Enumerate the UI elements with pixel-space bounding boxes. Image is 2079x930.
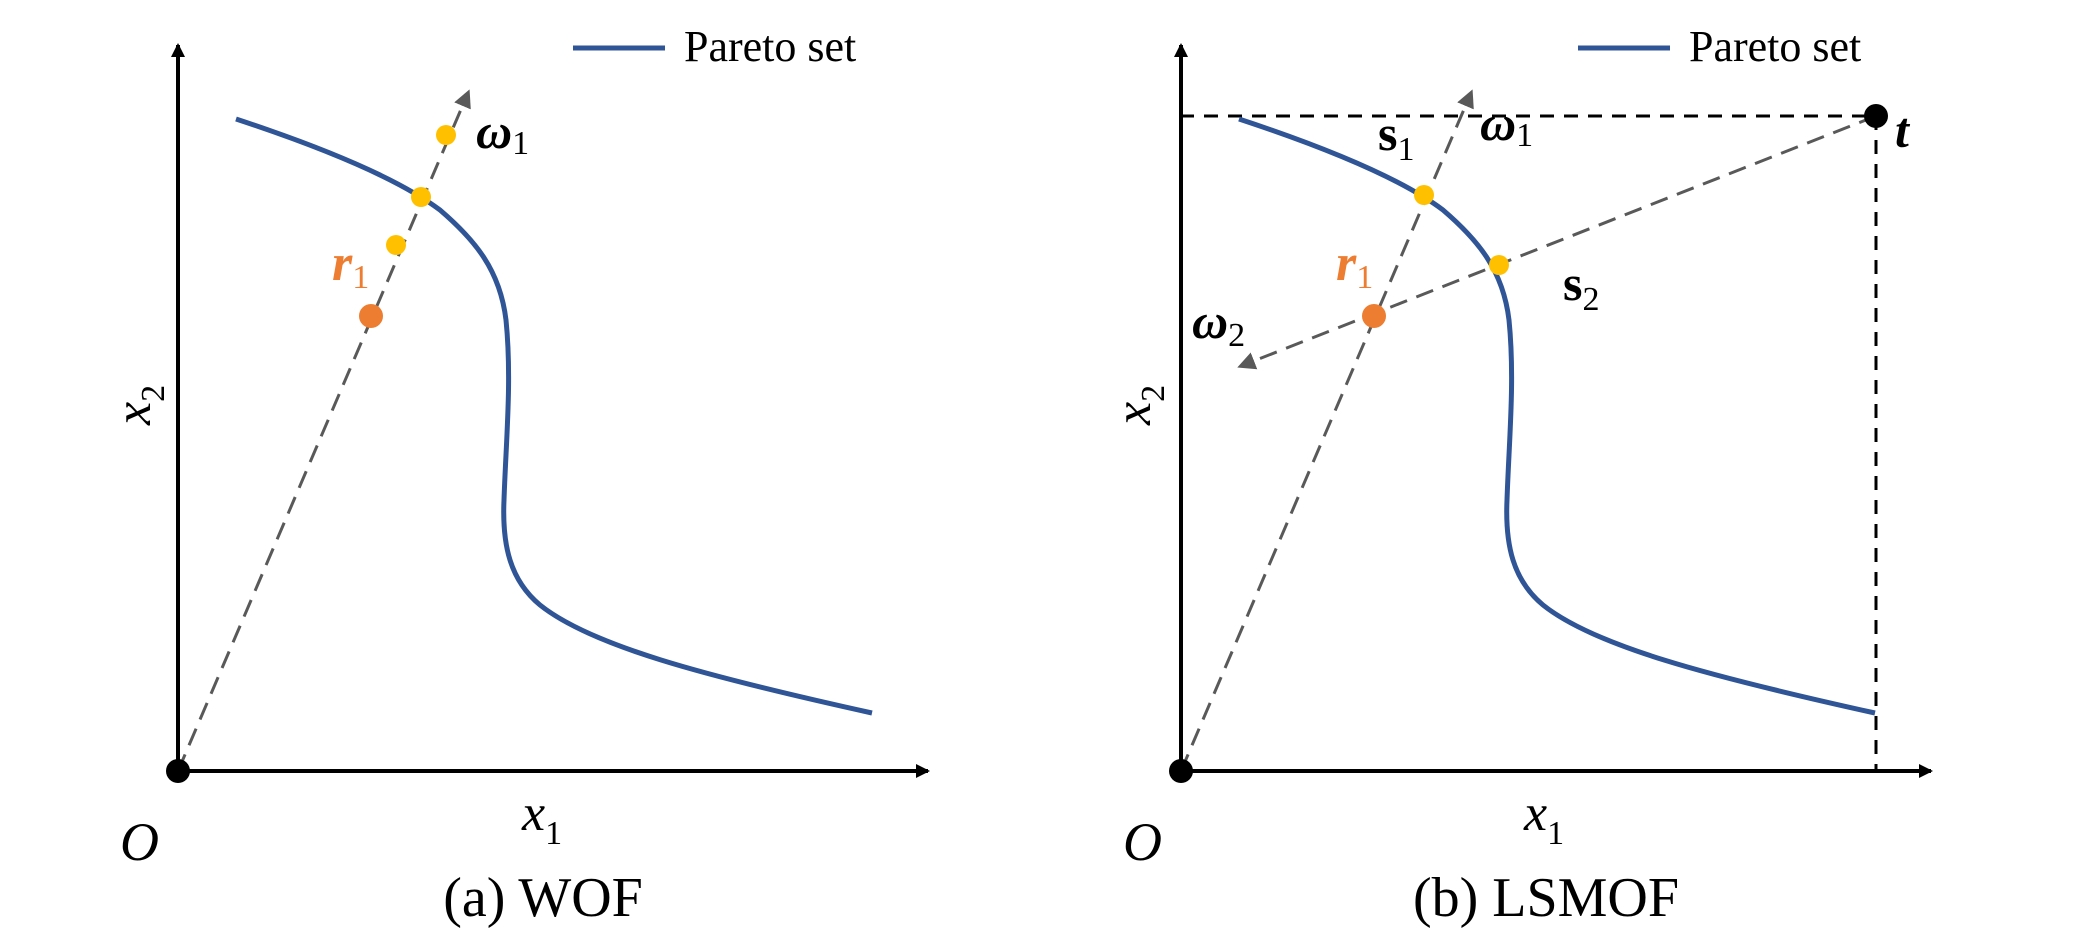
ray-omega1-a	[176, 89, 471, 772]
origin-label-b: O	[1123, 812, 1162, 872]
legend-a-label: Pareto set	[684, 22, 856, 71]
origin-label-a: O	[120, 812, 159, 872]
origin-point-a	[166, 759, 190, 783]
legend-a: Pareto set	[573, 22, 856, 71]
omega1-label-a: ω1	[476, 103, 529, 162]
r1-point-b	[1362, 304, 1386, 328]
panel-a: Pareto set ω1 r1 x1 x2 O (a) WOF	[105, 22, 930, 929]
s2-label-b: s2	[1563, 255, 1599, 318]
intersection-point-a	[411, 187, 431, 207]
legend-b-label: Pareto set	[1689, 22, 1861, 71]
origin-point-b	[1169, 759, 1193, 783]
t-point-b	[1864, 104, 1888, 128]
r1-label-a: r1	[332, 235, 369, 296]
s2-point-b	[1489, 255, 1509, 275]
panel-b: Pareto set s1 ω1 t s2 r1 ω2 x1 x2 O (b) …	[1105, 22, 1933, 929]
ray-omega1-b	[1179, 89, 1474, 772]
omega2-label-b: ω2	[1192, 293, 1245, 354]
omega1-point-a	[436, 125, 456, 145]
s1-label-b: s1	[1378, 105, 1414, 168]
caption-a: (a) WOF	[443, 867, 643, 929]
r1-label-b: r1	[1336, 235, 1373, 296]
r1-point-a	[359, 304, 383, 328]
omega1-label-b: ω1	[1480, 95, 1533, 154]
y-axis-label-b: x2	[1105, 385, 1172, 426]
s1-point-b	[1414, 185, 1434, 205]
yellow-point-a	[386, 235, 406, 255]
t-label-b: t	[1895, 102, 1911, 158]
ray-omega2-b	[1237, 114, 1877, 370]
x1-label-a: x1	[521, 785, 562, 852]
legend-b: Pareto set	[1578, 22, 1861, 71]
y-axis-label-a: x2	[105, 385, 172, 426]
caption-b: (b) LSMOF	[1413, 867, 1679, 929]
pareto-set-curve-b	[1238, 116, 1876, 716]
x1-label-b: x1	[1523, 785, 1564, 852]
pareto-set-curve-a	[235, 116, 873, 716]
